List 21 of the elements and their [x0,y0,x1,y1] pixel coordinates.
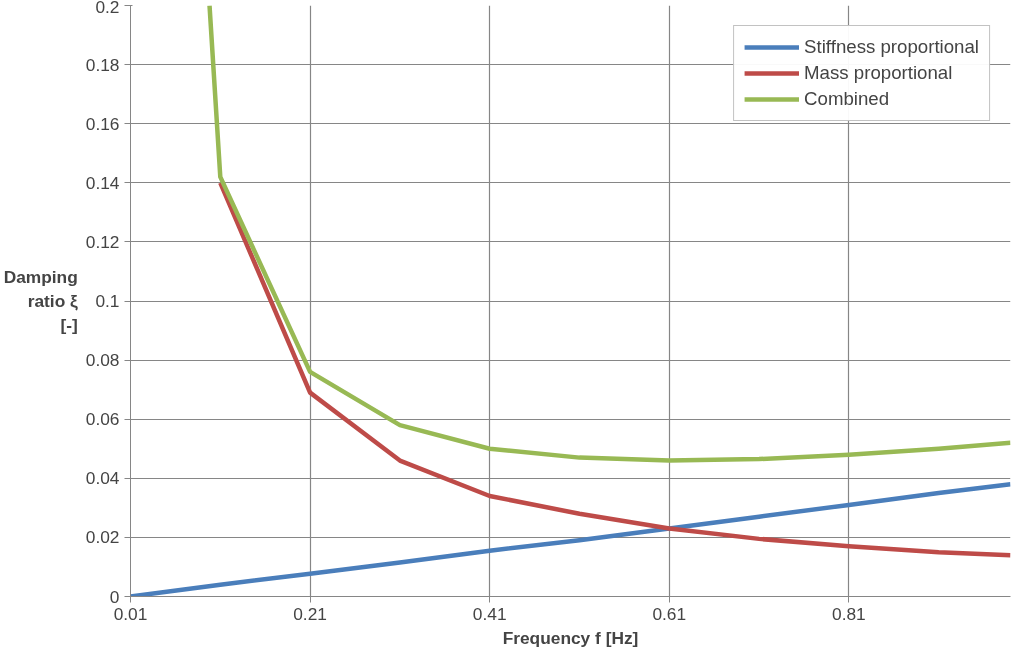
line-series [218,180,1011,558]
x-tick-label: 0.61 [652,603,687,624]
y-tick-label: 0.02 [85,527,120,548]
line-series [207,5,1011,463]
legend-label: Mass proportional [804,62,953,84]
y-tick-label: 0.18 [85,54,120,75]
x-axis-title: Frequency f [Hz] [502,627,639,648]
y-tick-label: 0.04 [85,468,120,489]
y-tick-label: 0.08 [85,350,120,371]
x-tick-label: 0.21 [293,603,327,624]
x-tick-label: 0.81 [832,603,866,624]
y-tick-label: 0.06 [85,409,120,430]
y-tick-label: 0.2 [95,0,120,17]
legend-label: Stiffness proportional [804,36,979,58]
y-tick-label: 0.1 [95,291,120,311]
y-tick-label: 0.16 [85,113,120,134]
y-tick-label: 0.14 [85,172,120,193]
x-tick-label: 0.41 [472,603,507,624]
legend-label: Combined [804,88,890,110]
y-axis-title: Damping ratio ξ [-] [3,267,79,335]
y-tick-label: 0.12 [85,231,120,252]
